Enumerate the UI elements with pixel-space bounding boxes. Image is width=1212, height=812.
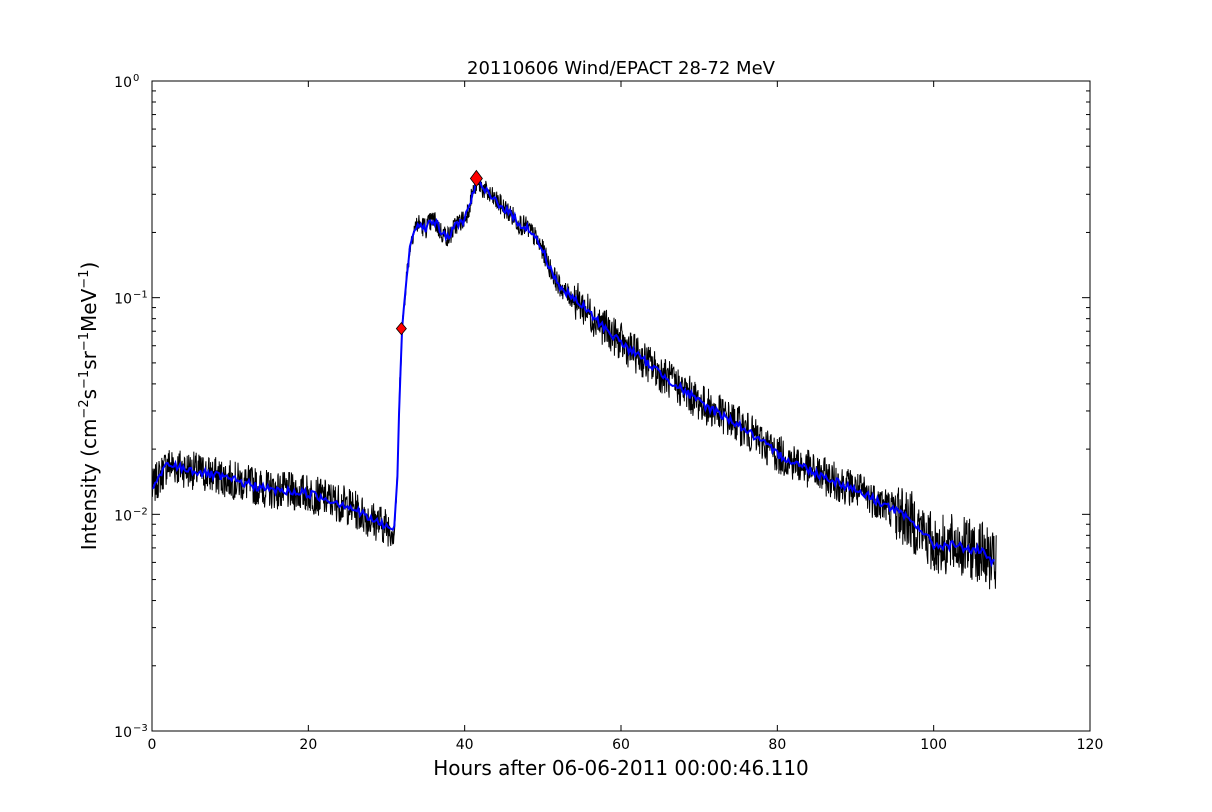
peak-marker: [469, 169, 483, 188]
x-tick-label: 120: [1077, 737, 1104, 753]
x-axis-label: Hours after 06-06-2011 00:00:46.110: [433, 756, 809, 780]
plot-content: [151, 169, 997, 590]
smoothed-intensity-line: [151, 176, 995, 568]
y-tick-exponent: −3: [133, 723, 148, 734]
axes-frame: [151, 80, 1091, 732]
y-tick-label: 10: [114, 75, 132, 91]
y-tick-label: 10: [114, 725, 132, 741]
x-tick-label: 20: [299, 737, 317, 753]
x-tick-label: 0: [148, 737, 157, 753]
y-tick-label: 10: [114, 508, 132, 524]
x-tick-label: 80: [768, 737, 786, 753]
y-tick-exponent: −1: [133, 290, 148, 301]
x-tick-label: 40: [456, 737, 474, 753]
y-axis-label-text: Intensity (cm−2s−1sr−1MeV−1): [77, 262, 101, 551]
y-tick-label: 10: [114, 292, 132, 308]
y-tick-exponent: −2: [133, 506, 148, 517]
raw-intensity-line: [151, 172, 997, 590]
x-tick-label: 100: [920, 737, 947, 753]
chart-title: 20110606 Wind/EPACT 28-72 MeV: [467, 58, 776, 79]
x-tick-label: 60: [612, 737, 630, 753]
y-tick-exponent: 0: [133, 73, 139, 84]
y-axis-label: Intensity (cm−2s−1sr−1MeV−1): [77, 262, 101, 551]
onset-marker: [395, 321, 407, 336]
